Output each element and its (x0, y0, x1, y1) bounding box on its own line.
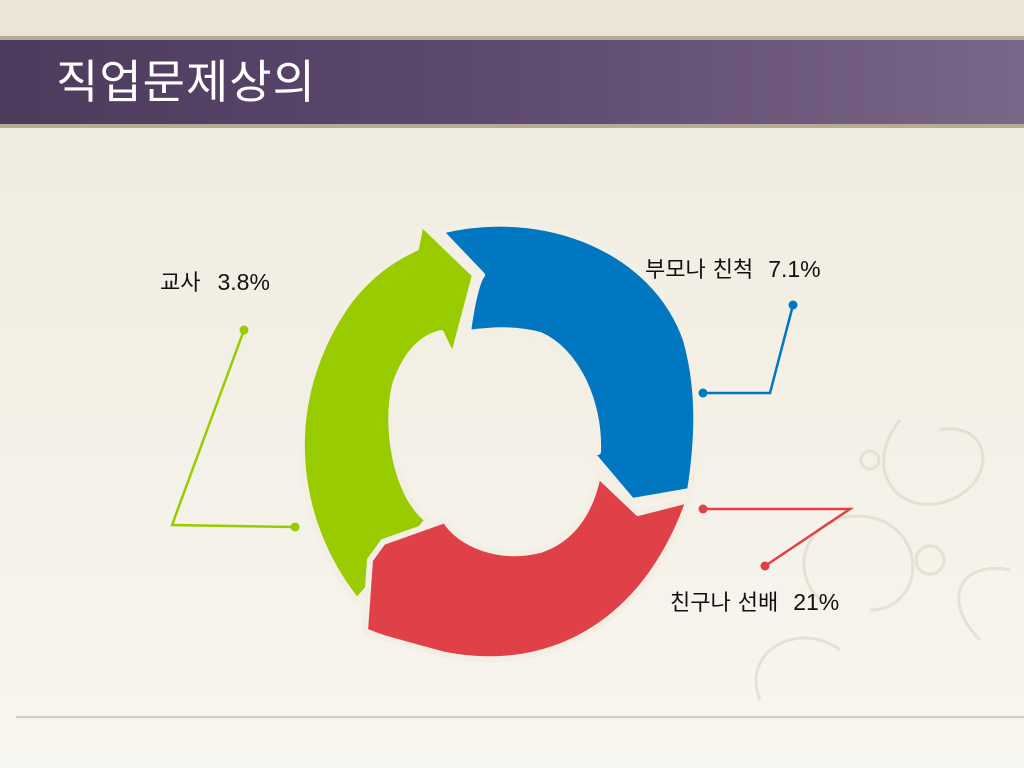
blue-leader-dot-end (698, 388, 708, 398)
footer-divider (16, 716, 1024, 718)
red-arrow-segment (362, 472, 692, 663)
label-teacher: 교사 3.8% (160, 269, 270, 296)
label-teacher-value: 3.8% (217, 269, 269, 295)
blue-leader-dot (788, 300, 798, 310)
label-parents-relatives: 부모나 친척 7.1% (645, 256, 821, 283)
label-friends-seniors-name: 친구나 선배 (670, 591, 778, 616)
green-leader-dot (239, 325, 249, 335)
label-parents-relatives-value: 7.1% (768, 256, 820, 282)
blue-leader-line (703, 304, 795, 395)
floral-decoration (754, 419, 1011, 701)
green-leader-dot-end (290, 522, 300, 532)
red-leader-line (703, 507, 855, 568)
red-leader-dot (698, 504, 708, 514)
blue-arrow-segment (437, 220, 700, 504)
title-bar (0, 36, 1024, 128)
label-parents-relatives-name: 부모나 친척 (645, 258, 753, 283)
label-teacher-name: 교사 (160, 271, 200, 296)
label-friends-seniors: 친구나 선배 21% (670, 589, 839, 616)
label-friends-seniors-value: 21% (793, 589, 839, 615)
red-leader-dot-end (760, 561, 770, 571)
green-arrow-segment (298, 220, 478, 604)
top-strip (0, 0, 1024, 36)
green-leader-line (170, 329, 296, 529)
slide-title: 직업문제상의 (56, 55, 316, 109)
